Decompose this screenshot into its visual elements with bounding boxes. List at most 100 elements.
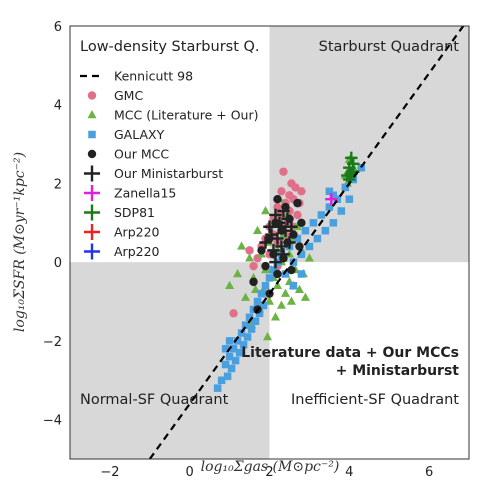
data-point	[277, 204, 290, 218]
data-point	[245, 313, 254, 322]
data-point	[269, 255, 282, 269]
legend-label: Kennicutt 98	[114, 69, 193, 84]
data-point	[237, 329, 246, 337]
data-point	[269, 266, 278, 274]
data-point	[270, 312, 280, 321]
legend-swatch	[83, 204, 101, 221]
data-point	[293, 198, 302, 208]
data-point	[273, 195, 282, 204]
legend-swatch	[88, 130, 96, 139]
legend-item: Our Ministarburst	[83, 165, 223, 182]
data-point	[273, 269, 282, 279]
y-tick-label: 2	[54, 177, 62, 192]
data-point	[283, 236, 296, 249]
y-tick-label: 4	[54, 99, 62, 114]
legend-label: GMC	[114, 88, 143, 103]
data-point	[259, 236, 272, 249]
data-point	[243, 333, 252, 341]
data-point	[257, 289, 266, 298]
data-point	[277, 248, 290, 261]
annotation-line-1: Literature data + Our MCCs	[241, 345, 459, 361]
legend-item: SDP81	[83, 204, 155, 221]
data-point	[337, 207, 346, 215]
legend-item: GMC	[87, 88, 143, 103]
legend-item: Arp220	[83, 223, 160, 241]
data-point	[309, 219, 318, 227]
data-point	[261, 282, 270, 290]
data-point	[253, 297, 262, 306]
data-point	[301, 226, 310, 235]
data-point	[289, 282, 298, 290]
quadrant-label-bottom-left: Normal-SF Quadrant	[80, 392, 229, 408]
data-point	[286, 296, 296, 305]
legend-swatch	[87, 91, 97, 100]
data-point	[281, 212, 294, 226]
legend-swatch	[83, 184, 101, 202]
data-point	[281, 270, 290, 278]
y-tick-labels: 6 4 2 0 −2 −4	[43, 20, 62, 429]
data-point	[237, 241, 247, 250]
data-point	[297, 270, 306, 278]
data-point	[317, 211, 326, 219]
legend-swatch	[83, 165, 101, 182]
data-point	[241, 292, 251, 301]
data-point	[225, 280, 235, 290]
data-point	[245, 246, 254, 255]
y-tick-label: −4	[43, 414, 62, 429]
data-point	[297, 218, 306, 228]
data-point	[229, 309, 238, 318]
data-point	[213, 384, 222, 392]
data-point	[249, 277, 258, 287]
data-point	[291, 183, 300, 192]
data-point	[267, 244, 280, 257]
legend-item: MCC (Literature + Our)	[87, 108, 259, 123]
data-point	[221, 345, 230, 353]
data-point	[247, 325, 256, 333]
data-point	[223, 372, 232, 381]
data-point	[293, 234, 302, 243]
data-point	[300, 292, 310, 301]
data-point	[233, 268, 243, 278]
data-point	[345, 195, 354, 203]
data-point	[294, 284, 304, 293]
data-point	[233, 337, 242, 345]
data-point	[221, 360, 230, 369]
legend-swatch	[83, 223, 101, 241]
data-point	[276, 300, 286, 309]
quadrant-label-top-left: Low-density Starburst Q.	[80, 39, 260, 55]
data-point	[357, 163, 366, 172]
series-2	[213, 163, 366, 392]
data-point	[295, 242, 304, 251]
data-point	[325, 187, 334, 196]
data-point	[227, 364, 236, 373]
data-point	[329, 219, 338, 227]
data-point	[293, 210, 302, 220]
data-point	[297, 250, 306, 259]
plot-frame	[69, 25, 470, 460]
data-point	[235, 348, 244, 357]
series-4	[259, 204, 298, 269]
legend-label: Our Ministarburst	[114, 166, 223, 181]
data-point	[229, 345, 238, 353]
quadrant-label-top-right: Starburst Quadrant	[319, 39, 460, 55]
quadrant-label-bottom-right: Inefficient-SF Quadrant	[291, 392, 459, 408]
y-tick-label: 6	[54, 20, 62, 35]
data-point	[251, 317, 260, 325]
kennicutt-line	[148, 25, 465, 460]
data-point	[279, 167, 288, 176]
data-point	[261, 261, 270, 271]
legend-item: Zanella15	[83, 184, 176, 202]
data-point	[280, 288, 290, 297]
data-point	[225, 337, 234, 345]
data-point	[305, 242, 314, 251]
data-point	[272, 280, 282, 290]
data-point	[304, 253, 314, 262]
data-point	[345, 151, 358, 165]
data-point	[325, 193, 338, 206]
x-axis-label: log₁₀Σgas (M⊙pc⁻²)	[201, 459, 340, 475]
x-tick-label: 6	[425, 465, 433, 480]
x-tick-label: 2	[265, 465, 273, 480]
data-point	[255, 309, 264, 318]
shade-bottom-left	[70, 262, 270, 459]
data-point	[277, 187, 286, 196]
